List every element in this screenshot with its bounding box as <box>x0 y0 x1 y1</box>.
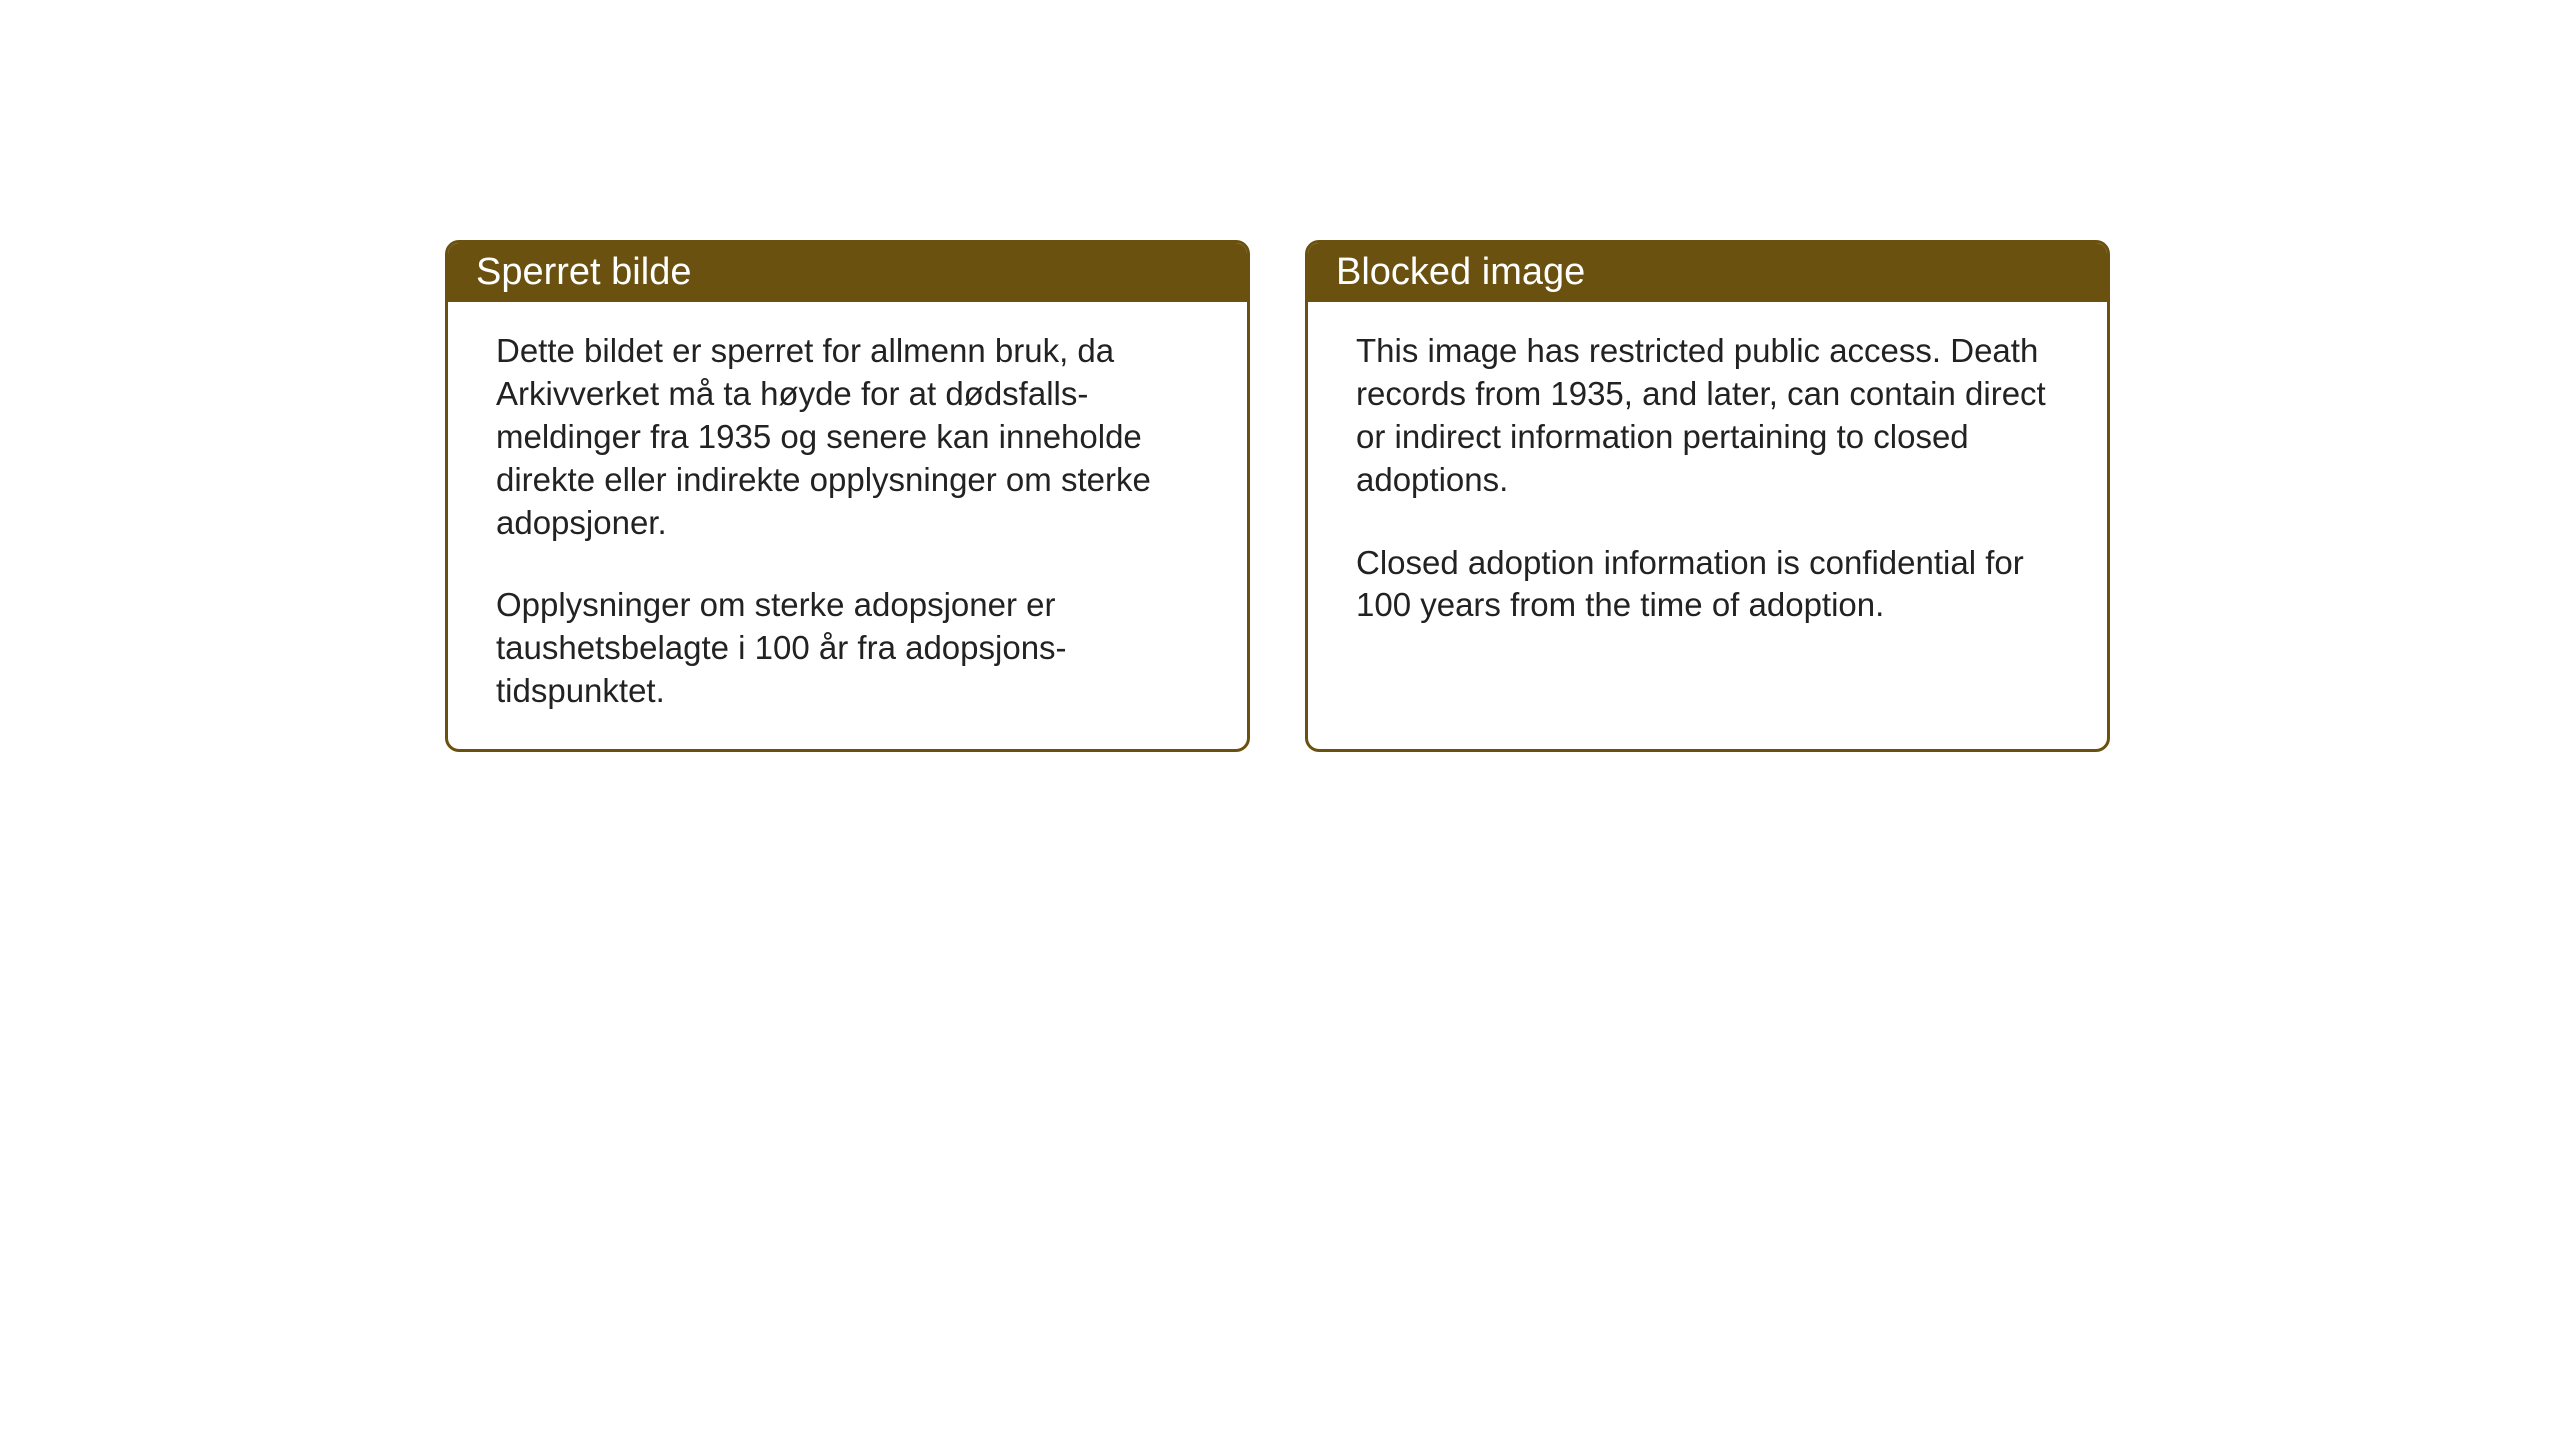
notice-title-english: Blocked image <box>1336 251 1585 293</box>
notice-header-norwegian: Sperret bilde <box>448 243 1247 302</box>
notice-para2-english: Closed adoption information is confident… <box>1356 542 2059 628</box>
notice-card-norwegian: Sperret bilde Dette bildet er sperret fo… <box>445 240 1250 752</box>
notice-body-english: This image has restricted public access.… <box>1308 302 2107 663</box>
notice-container: Sperret bilde Dette bildet er sperret fo… <box>445 240 2110 752</box>
notice-header-english: Blocked image <box>1308 243 2107 302</box>
notice-body-norwegian: Dette bildet er sperret for allmenn bruk… <box>448 302 1247 749</box>
notice-title-norwegian: Sperret bilde <box>476 251 691 293</box>
notice-para1-norwegian: Dette bildet er sperret for allmenn bruk… <box>496 330 1199 544</box>
notice-card-english: Blocked image This image has restricted … <box>1305 240 2110 752</box>
notice-para2-norwegian: Opplysninger om sterke adopsjoner er tau… <box>496 584 1199 713</box>
notice-para1-english: This image has restricted public access.… <box>1356 330 2059 502</box>
